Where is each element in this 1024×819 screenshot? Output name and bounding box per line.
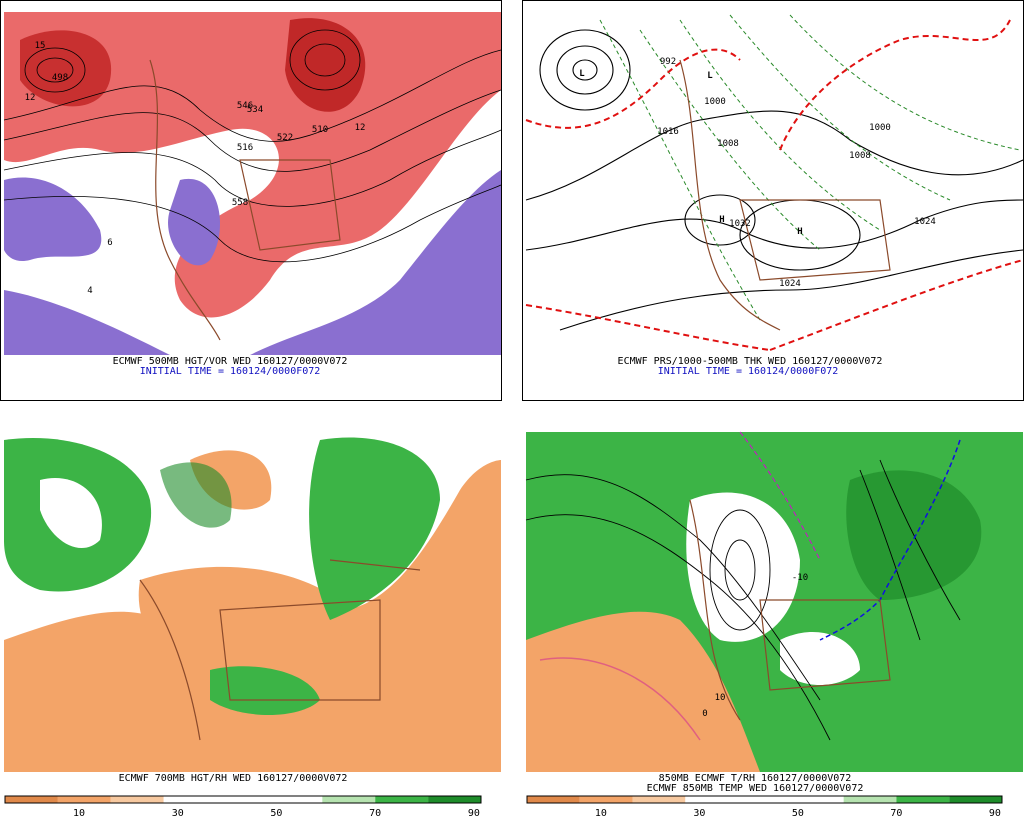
contour-label: L — [707, 71, 713, 81]
colorbar-segment — [322, 796, 376, 803]
colorbar-segment — [5, 796, 58, 803]
map-700mb-rh — [4, 432, 501, 772]
map-caption: 850MB ECMWF T/RH 160127/0000V072 — [659, 773, 852, 784]
colorbar-segment — [428, 796, 481, 803]
map-caption: ECMWF PRS/1000-500MB THK WED 160127/0000… — [618, 356, 883, 367]
contour-label: 0 — [702, 709, 707, 719]
contour-label: -10 — [792, 573, 808, 583]
contour-label: 1008 — [717, 139, 739, 149]
contour-label: 4 — [87, 286, 92, 296]
map-subcaption: INITIAL TIME = 160124/0000F072 — [140, 366, 321, 377]
colorbar-segment — [110, 796, 164, 803]
contour-label: 1008 — [849, 151, 871, 161]
contour-label: 15 — [35, 41, 46, 51]
contour-label: 546 — [237, 101, 253, 111]
map-caption: ECMWF 700MB HGT/RH WED 160127/0000V072 — [119, 773, 348, 784]
contour-label: 12 — [355, 123, 366, 133]
map-500mb — [3, 12, 502, 355]
colorbar-label: 50 — [792, 808, 804, 819]
contour-label: 1032 — [729, 219, 751, 229]
contour-label: 534 — [247, 105, 263, 115]
colorbar-label: 30 — [693, 808, 705, 819]
colorbar-segment — [738, 796, 791, 803]
map-850mb-trh — [525, 431, 1023, 772]
colorbar-segment — [896, 796, 950, 803]
colorbar-label: 70 — [890, 808, 902, 819]
contour-label: H — [719, 215, 724, 225]
map-subcaption: INITIAL TIME = 160124/0000F072 — [658, 366, 839, 377]
colorbar-segment — [843, 796, 897, 803]
colorbar-segment — [790, 796, 844, 803]
map-pressure — [525, 12, 1024, 355]
contour-label: 10 — [715, 693, 726, 703]
contour-label: 1000 — [704, 97, 726, 107]
colorbar-segment — [163, 796, 217, 803]
contour-label: 516 — [237, 143, 253, 153]
contour-label: 522 — [277, 133, 293, 143]
colorbar-label: 10 — [73, 808, 85, 819]
colorbar-segment — [632, 796, 686, 803]
contour-label: 6 — [107, 238, 112, 248]
colorbar-label: 50 — [270, 808, 282, 819]
contour-label: 1016 — [657, 127, 679, 137]
colorbar-segment — [57, 796, 111, 803]
colorbar-label: 90 — [468, 808, 480, 819]
colorbar-segment — [685, 796, 739, 803]
contour-label: 1000 — [869, 123, 891, 133]
colorbar-frame — [4, 795, 482, 804]
panel-frame — [0, 0, 502, 401]
contour-label: 12 — [25, 93, 36, 103]
colorbar-frame — [526, 795, 1003, 804]
map-subcaption: ECMWF 850MB TEMP WED 160127/0000V072 — [647, 783, 864, 794]
colorbar-segment — [216, 796, 270, 803]
colorbar-segment — [579, 796, 633, 803]
contour-label: 1024 — [914, 217, 936, 227]
colorbar-label: 90 — [989, 808, 1001, 819]
colorbar-segment — [269, 796, 323, 803]
contour-label: 498 — [52, 73, 68, 83]
contour-label: H — [797, 227, 802, 237]
colorbar-segment — [527, 796, 580, 803]
colorbar-label: 30 — [172, 808, 184, 819]
contour-label: L — [579, 69, 585, 79]
map-caption: ECMWF 500MB HGT/VOR WED 160127/0000V072 — [113, 356, 348, 367]
contour-label: 558 — [232, 198, 248, 208]
colorbar-label: 10 — [595, 808, 607, 819]
colorbar-segment — [375, 796, 429, 803]
colorbar-segment — [949, 796, 1002, 803]
contour-label: 1024 — [779, 279, 801, 289]
colorbar-label: 70 — [369, 808, 381, 819]
contour-label: 510 — [312, 125, 328, 135]
contour-label: 992 — [660, 57, 676, 67]
